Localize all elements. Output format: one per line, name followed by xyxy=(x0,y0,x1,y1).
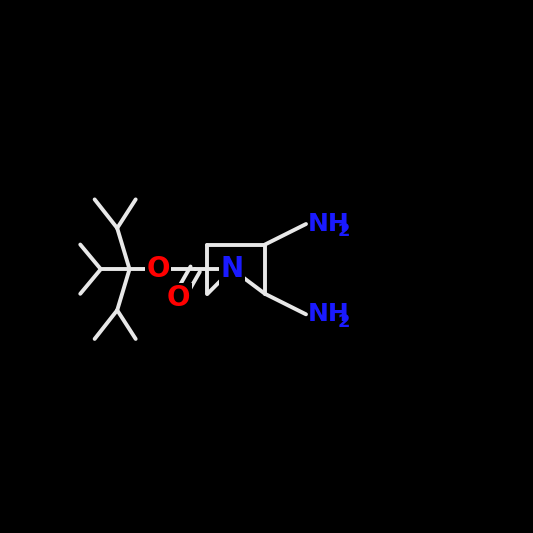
Text: 2: 2 xyxy=(337,313,350,330)
Text: 2: 2 xyxy=(337,222,350,240)
Text: O: O xyxy=(147,255,170,283)
Text: O: O xyxy=(167,284,190,312)
Text: NH: NH xyxy=(308,302,350,326)
Text: NH: NH xyxy=(308,212,350,236)
Text: N: N xyxy=(221,255,244,283)
